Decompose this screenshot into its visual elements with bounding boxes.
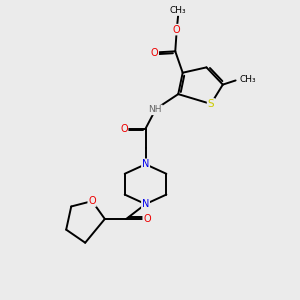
Text: N: N [142,199,149,209]
Text: S: S [208,99,214,109]
Text: O: O [120,124,128,134]
Text: CH₃: CH₃ [170,6,187,15]
Text: O: O [151,47,158,58]
Text: O: O [88,196,96,206]
Text: O: O [143,214,151,224]
Text: NH: NH [148,105,162,114]
Text: O: O [173,25,181,34]
Text: CH₃: CH₃ [239,75,256,84]
Text: N: N [142,159,149,169]
